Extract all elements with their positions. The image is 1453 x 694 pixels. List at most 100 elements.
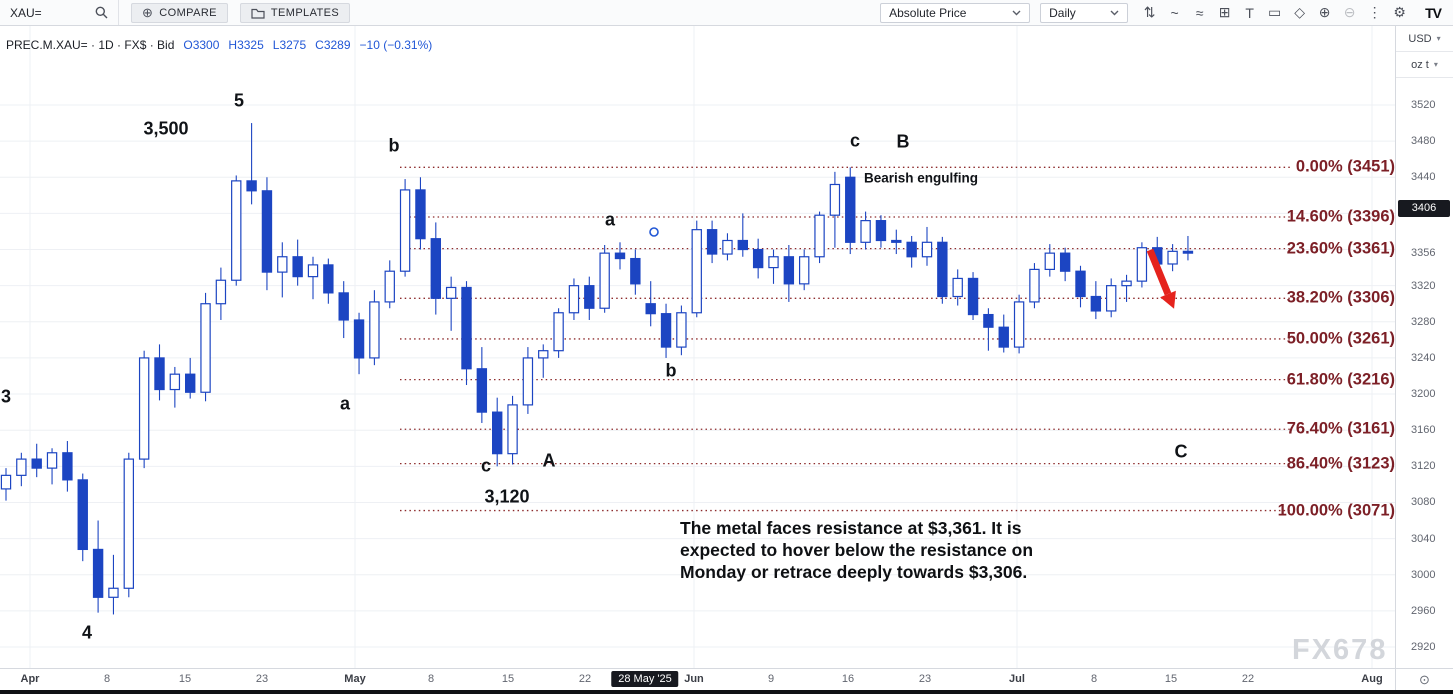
price-tick-label: 3480: [1411, 135, 1436, 148]
candle: [845, 176, 856, 243]
layout-grid-icon[interactable]: ⊞: [1218, 4, 1231, 20]
candle: [507, 404, 518, 455]
rectangle-tool-icon[interactable]: ▭: [1267, 4, 1282, 20]
text-tool-icon[interactable]: T: [1245, 4, 1254, 21]
price-axis[interactable]: USD ▾ oz t ▾ 3520 3480 3440 3356 3320 3280 324…: [1395, 26, 1453, 668]
time-tick-label: 23: [255, 673, 269, 685]
candle: [0, 474, 12, 490]
candle: [445, 286, 457, 299]
time-tick-label: 22: [578, 673, 592, 685]
time-tick-label: 8: [1090, 673, 1098, 685]
candle: [261, 190, 273, 273]
price-tick-label: 3280: [1411, 315, 1436, 328]
candle: [430, 238, 442, 299]
candle: [967, 277, 979, 316]
candle: [584, 285, 595, 309]
bottom-edge-strip: [0, 690, 1453, 694]
candle: [185, 373, 196, 393]
chevron-down-icon: ▾: [1433, 60, 1438, 69]
settings-gear-icon[interactable]: ⚙: [1393, 4, 1406, 20]
candles-layer: [0, 123, 1194, 615]
line-tool-icon[interactable]: ~: [1170, 4, 1179, 21]
time-tick-label: Apr: [20, 673, 40, 685]
timezone-icon: ⊙: [1419, 671, 1430, 687]
chevron-down-icon: [1012, 10, 1021, 15]
candle: [169, 373, 181, 391]
price-tick-label: 3120: [1411, 460, 1436, 473]
more-options-icon[interactable]: ⋮: [1367, 4, 1382, 20]
top-toolbar: XAU= ⊕ COMPARE TEMPLATES Absolute Price: [0, 0, 1453, 26]
crosshair-price-badge: 3406: [1398, 199, 1450, 217]
templates-button[interactable]: TEMPLATES: [239, 2, 351, 23]
candle: [660, 313, 672, 348]
price-tick-label: 3320: [1411, 279, 1436, 292]
candle: [399, 189, 411, 272]
price-tick-label: 2920: [1411, 640, 1436, 653]
candle: [829, 183, 841, 216]
candlestick-chart[interactable]: [0, 26, 1395, 668]
symbol-search[interactable]: XAU=: [0, 0, 118, 25]
candle: [522, 357, 534, 406]
time-tick-label: 9: [767, 673, 775, 685]
crosshair-date-badge: 28 May '25: [611, 671, 679, 687]
candle: [231, 180, 242, 281]
candle: [476, 368, 488, 413]
candle: [737, 239, 749, 251]
time-tick-label: 8: [103, 673, 111, 685]
candle: [645, 303, 656, 315]
candle: [338, 292, 349, 321]
candle: [369, 301, 380, 359]
candle: [983, 313, 994, 328]
time-tick-label: 15: [1164, 673, 1178, 685]
interval-select[interactable]: Daily: [1040, 2, 1129, 23]
time-tick-label: Jun: [684, 673, 704, 685]
candle: [553, 312, 564, 352]
zoom-in-icon[interactable]: ⊕: [1318, 4, 1331, 20]
candle: [706, 229, 718, 255]
symbol-search-value: XAU=: [10, 5, 42, 20]
price-tick-label: 2960: [1411, 604, 1436, 617]
axis-settings-corner[interactable]: ⊙: [1395, 668, 1453, 690]
templates-label: TEMPLATES: [270, 6, 340, 19]
time-tick-label: 23: [918, 673, 932, 685]
candle: [768, 256, 779, 269]
time-tick-label: May: [344, 673, 366, 685]
price-tick-label: 3240: [1411, 351, 1436, 364]
candle: [77, 479, 88, 551]
tradingview-logo[interactable]: TV: [1425, 4, 1442, 21]
candle: [614, 252, 626, 260]
candle: [1167, 250, 1178, 265]
candle: [277, 256, 288, 273]
bar-style-icon[interactable]: ⇅: [1143, 4, 1156, 20]
currency-select[interactable]: USD ▾: [1396, 26, 1453, 52]
time-tick-label: 15: [178, 673, 192, 685]
candle: [215, 279, 227, 305]
unit-select[interactable]: oz t ▾: [1396, 52, 1453, 78]
candle: [1059, 252, 1071, 272]
candle: [937, 241, 948, 298]
search-icon: [95, 6, 108, 19]
candle: [722, 239, 733, 255]
compare-button[interactable]: ⊕ COMPARE: [131, 2, 228, 23]
toolbar-icon-strip: ⇅ ~ ≈ ⊞ T ▭ ◇ ⊕ ⊖ ⋮ ⚙: [1138, 3, 1411, 23]
time-ticks-layer: Apr 8 15 23 May 8 15 22 Jun 9 16 23 Jul 8 15 22 Aug: [0, 669, 1395, 690]
time-tick-label: 15: [501, 673, 515, 685]
currency-value: USD: [1408, 32, 1432, 45]
fib-retracement-lines[interactable]: [400, 166, 1290, 512]
zoom-out-icon: ⊖: [1343, 4, 1356, 20]
candle: [307, 264, 319, 278]
candle: [1013, 301, 1025, 348]
shape-tool-icon[interactable]: ◇: [1294, 4, 1305, 20]
price-mode-select[interactable]: Absolute Price: [880, 2, 1031, 23]
time-axis[interactable]: Apr 8 15 23 May 8 15 22 Jun 9 16 23 Jul 8 15 22 Aug 28 M…: [0, 668, 1395, 690]
candle: [415, 189, 426, 240]
candle: [891, 239, 902, 243]
candle: [292, 256, 303, 278]
wave-overlay-icon[interactable]: ≈: [1195, 4, 1204, 21]
candle: [1029, 268, 1040, 303]
candle: [384, 270, 395, 303]
price-tick-label: 3520: [1411, 99, 1436, 111]
price-tick-label: 3356: [1411, 247, 1436, 260]
candle: [952, 277, 963, 298]
down-arrow[interactable]: [1146, 248, 1176, 309]
